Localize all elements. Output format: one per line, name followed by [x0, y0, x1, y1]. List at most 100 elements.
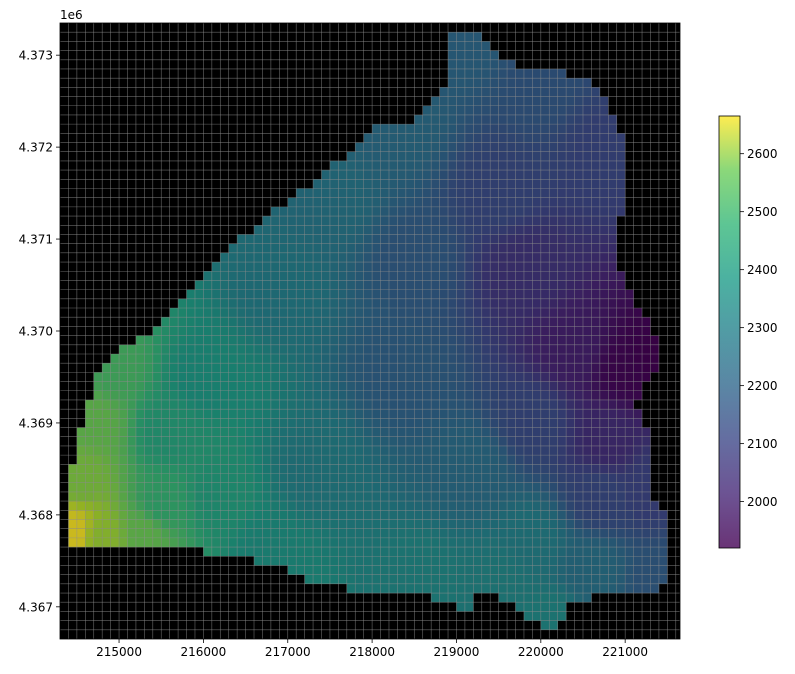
heatmap-cell: [363, 455, 373, 465]
heatmap-cell: [68, 537, 78, 548]
heatmap-cell: [498, 188, 508, 198]
heatmap-cell: [616, 381, 626, 391]
heatmap-cell: [372, 565, 381, 575]
heatmap-cell: [397, 565, 406, 575]
heatmap-cell: [456, 252, 466, 263]
heatmap-cell: [363, 317, 373, 327]
heatmap-cell: [540, 298, 550, 309]
heatmap-cell: [372, 151, 381, 162]
heatmap-cell: [498, 409, 508, 419]
heatmap-cell: [346, 197, 356, 208]
heatmap-cell: [650, 547, 660, 557]
heatmap-cell: [372, 473, 381, 483]
heatmap-cell: [279, 372, 288, 382]
heatmap-cell: [616, 583, 626, 594]
heatmap-cell: [363, 197, 373, 208]
heatmap-cell: [270, 427, 280, 437]
heatmap-cell: [329, 271, 339, 281]
heatmap-cell: [591, 197, 601, 208]
heatmap-cell: [110, 390, 120, 401]
heatmap-cell: [135, 363, 145, 373]
heatmap-cell: [608, 188, 617, 198]
heatmap-cell: [313, 298, 322, 309]
heatmap-cell: [515, 105, 525, 116]
heatmap-cell: [296, 234, 305, 244]
heatmap-cell: [270, 399, 280, 410]
heatmap-cell: [507, 344, 516, 355]
heatmap-cell: [515, 114, 525, 125]
heatmap-cell: [532, 482, 541, 493]
heatmap-cell: [76, 510, 86, 520]
heatmap-cell: [490, 105, 499, 116]
heatmap-cell: [194, 372, 204, 382]
heatmap-cell: [144, 537, 153, 548]
heatmap-cell: [85, 537, 94, 548]
heatmap-cell: [481, 124, 491, 134]
heatmap-cell: [296, 455, 305, 465]
heatmap-cell: [363, 464, 373, 474]
heatmap-cell: [625, 399, 634, 410]
heatmap-cell: [523, 602, 533, 612]
heatmap-cell: [532, 427, 541, 437]
heatmap-cell: [296, 216, 305, 226]
heatmap-cell: [642, 556, 651, 566]
heatmap-cell: [549, 372, 558, 382]
heatmap-cell: [439, 353, 449, 364]
heatmap-cell: [152, 501, 162, 511]
heatmap-cell: [650, 574, 660, 584]
heatmap-cell: [355, 418, 364, 428]
heatmap-cell: [296, 271, 305, 281]
heatmap-cell: [237, 464, 246, 474]
heatmap-cell: [532, 133, 541, 143]
heatmap-cell: [355, 298, 364, 309]
heatmap-cell: [397, 455, 406, 465]
heatmap-cell: [431, 216, 440, 226]
heatmap-cell: [549, 409, 558, 419]
heatmap-cell: [540, 252, 550, 263]
heatmap-cell: [119, 464, 128, 474]
x-tick-label: 217000: [265, 645, 311, 659]
heatmap-cell: [431, 197, 440, 208]
heatmap-cell: [211, 317, 221, 327]
heatmap-cell: [464, 170, 474, 180]
heatmap-cell: [481, 142, 491, 152]
heatmap-cell: [439, 87, 449, 97]
heatmap-cell: [625, 427, 634, 437]
heatmap-cell: [346, 491, 356, 502]
heatmap-cell: [532, 151, 541, 162]
heatmap-cell: [178, 510, 187, 520]
heatmap-cell: [439, 482, 449, 493]
heatmap-cell: [523, 556, 533, 566]
heatmap-cell: [599, 234, 609, 244]
heatmap-cell: [608, 197, 617, 208]
heatmap-cell: [439, 252, 449, 263]
heatmap-cell: [363, 353, 373, 364]
heatmap-cell: [313, 381, 322, 391]
heatmap-cell: [388, 289, 398, 299]
heatmap-cell: [186, 326, 196, 336]
heatmap-cell: [507, 363, 516, 373]
heatmap-cell: [532, 87, 541, 97]
heatmap-cell: [507, 252, 516, 263]
heatmap-cell: [304, 473, 314, 483]
heatmap-cell: [507, 280, 516, 290]
heatmap-cell: [372, 243, 381, 253]
heatmap-cell: [363, 216, 373, 226]
heatmap-cell: [448, 363, 457, 373]
heatmap-cell: [574, 188, 584, 198]
heatmap-cell: [431, 547, 440, 557]
heatmap-cell: [102, 482, 111, 493]
heatmap-cell: [456, 473, 466, 483]
heatmap-cell: [287, 308, 297, 318]
heatmap-cell: [481, 363, 491, 373]
heatmap-cell: [372, 381, 381, 391]
heatmap-cell: [102, 510, 111, 520]
heatmap-cell: [456, 344, 466, 355]
heatmap-cell: [85, 418, 94, 428]
heatmap-cell: [270, 390, 280, 401]
heatmap-cell: [414, 252, 423, 263]
heatmap-cell: [380, 289, 390, 299]
heatmap-cell: [591, 583, 601, 594]
heatmap-cell: [608, 142, 617, 152]
y-tick-label: 4.368: [19, 508, 53, 522]
